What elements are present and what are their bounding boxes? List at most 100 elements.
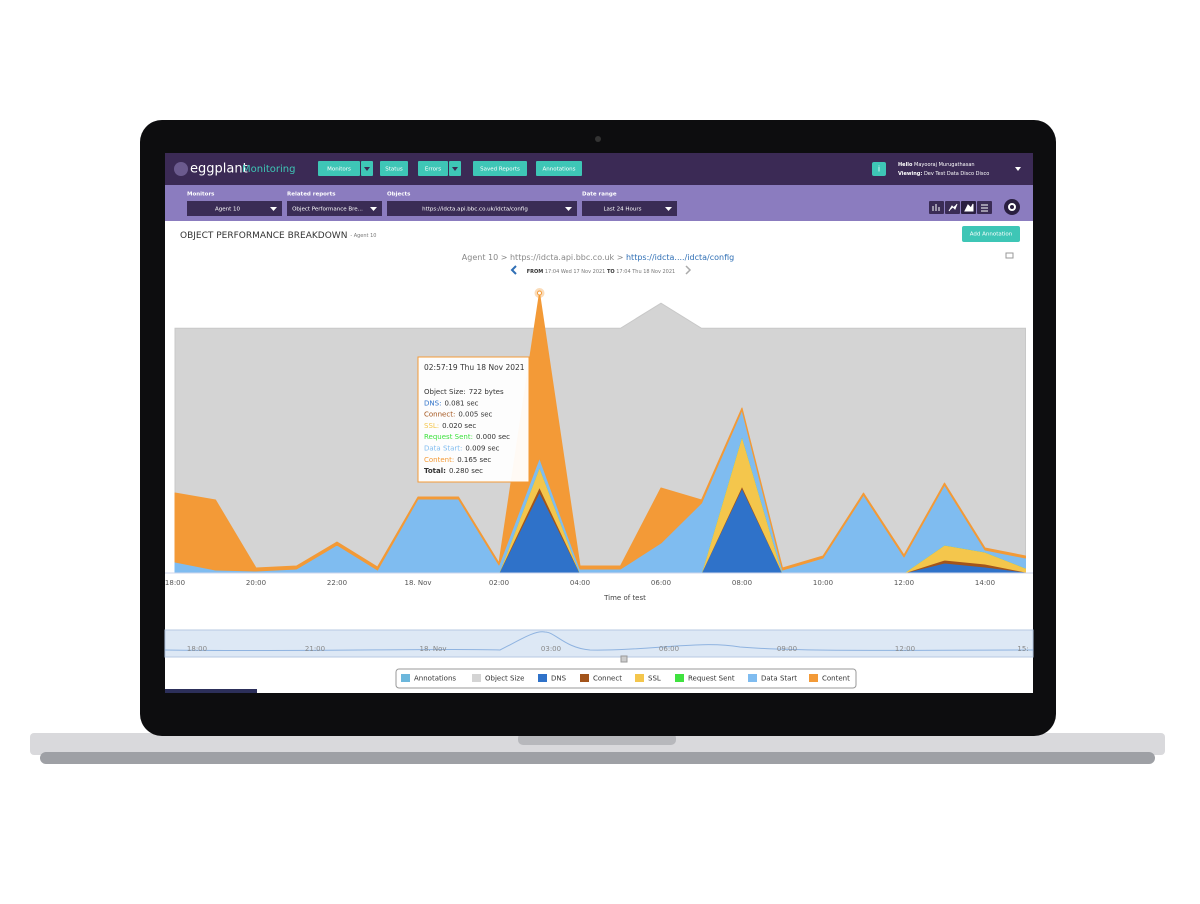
filter-dropdown[interactable] bbox=[187, 201, 282, 216]
tooltip-row: Data Start: 0.009 sec bbox=[424, 445, 500, 453]
nav-button-label: Errors bbox=[425, 167, 441, 173]
tooltip-row: DNS: 0.081 sec bbox=[424, 399, 479, 407]
add-annotation-button[interactable] bbox=[962, 226, 1020, 242]
next-range[interactable] bbox=[685, 265, 692, 275]
breadcrumb-link[interactable]: https://idcta..../idcta/config bbox=[626, 253, 734, 262]
navigator-label: 09:00 bbox=[777, 645, 797, 653]
nav-button[interactable] bbox=[380, 161, 408, 176]
tooltip-label: Total: bbox=[424, 467, 446, 475]
navigator[interactable] bbox=[164, 629, 1034, 658]
nav-bar bbox=[165, 153, 1033, 185]
legend-label[interactable]: Annotations bbox=[414, 675, 456, 683]
navigator-label: 18. Nov bbox=[419, 645, 446, 653]
prev-range[interactable] bbox=[510, 265, 517, 275]
navigator-label: 18:00 bbox=[187, 645, 207, 653]
tooltip-value: 0.165 sec bbox=[457, 456, 491, 464]
legend-swatch[interactable] bbox=[748, 674, 757, 682]
legend-label[interactable]: Connect bbox=[593, 675, 622, 683]
from-date: 17:04 Wed 17 Nov 2021 bbox=[545, 269, 606, 275]
legend bbox=[395, 668, 857, 689]
breadcrumb: Agent 10 > https://idcta.api.bbc.co.uk >… bbox=[462, 253, 734, 262]
tooltip-label: Connect: bbox=[424, 411, 455, 419]
filter-value: Last 24 Hours bbox=[603, 207, 641, 213]
nav-button[interactable] bbox=[473, 161, 527, 176]
tooltip-label: Request Sent: bbox=[424, 433, 473, 441]
navigator-outline bbox=[164, 631, 1034, 652]
tooltip-value: 0.009 sec bbox=[465, 445, 499, 453]
tooltip-value: 0.280 sec bbox=[449, 467, 483, 475]
x-tick-label: 18:00 bbox=[165, 579, 185, 587]
tooltip-value: 0.020 sec bbox=[442, 422, 476, 430]
viewing-label: Viewing: bbox=[898, 171, 922, 177]
legend-label[interactable]: Request Sent bbox=[688, 675, 735, 683]
legend-swatch[interactable] bbox=[580, 674, 589, 682]
x-tick-label: 12:00 bbox=[894, 579, 914, 587]
legend-swatch[interactable] bbox=[675, 674, 684, 682]
tooltip-row: Content: 0.165 sec bbox=[424, 456, 491, 464]
tooltip-label: Data Start: bbox=[424, 445, 462, 453]
filter-value: https://idcta.api.bbc.co.uk/idcta/config bbox=[422, 207, 528, 213]
panel-title: OBJECT PERFORMANCE BREAKDOWN - Agent 10 bbox=[180, 231, 376, 241]
nav-button-label: Status bbox=[385, 167, 403, 173]
legend-swatch[interactable] bbox=[809, 674, 818, 682]
filter-dropdown[interactable] bbox=[582, 201, 677, 216]
tooltip-row: Request Sent: 0.000 sec bbox=[424, 433, 510, 441]
filter-dropdown[interactable] bbox=[387, 201, 577, 216]
navigator-handle[interactable] bbox=[620, 655, 628, 663]
tooltip-value: 0.000 sec bbox=[476, 433, 510, 441]
greeting-label: Hello bbox=[898, 162, 913, 168]
info-button[interactable] bbox=[872, 162, 886, 176]
camera bbox=[595, 136, 601, 142]
tooltip-label: Content: bbox=[424, 456, 454, 464]
legend-label[interactable]: DNS bbox=[551, 675, 567, 683]
tooltip-value: 0.005 sec bbox=[458, 411, 492, 419]
nav-button[interactable] bbox=[318, 161, 360, 176]
filter-value: Object Performance Bre... bbox=[292, 207, 363, 213]
tooltip-row: Total: 0.280 sec bbox=[424, 467, 483, 475]
nav-button-label: Monitors bbox=[327, 167, 351, 173]
legend-label[interactable]: Data Start bbox=[761, 675, 797, 683]
x-tick-label: 20:00 bbox=[246, 579, 266, 587]
filter-label: Objects bbox=[387, 192, 411, 198]
user-menu-caret[interactable] bbox=[1015, 167, 1021, 171]
tooltip-title: 02:57:19 Thu 18 Nov 2021 bbox=[424, 363, 525, 372]
tooltip-value: 0.081 sec bbox=[444, 399, 478, 407]
x-tick-label: 14:00 bbox=[975, 579, 995, 587]
filter-caret bbox=[665, 207, 672, 211]
legend-swatch[interactable] bbox=[538, 674, 547, 682]
legend-label[interactable]: SSL bbox=[648, 675, 661, 683]
legend-swatch[interactable] bbox=[635, 674, 644, 682]
navigator-label: 06:00 bbox=[659, 645, 679, 653]
filter-label: Monitors bbox=[187, 192, 215, 198]
hover-point bbox=[537, 290, 542, 296]
legend-label[interactable]: Object Size bbox=[485, 675, 524, 683]
nav-button[interactable] bbox=[536, 161, 582, 176]
tooltip-row: Connect: 0.005 sec bbox=[424, 411, 493, 419]
legend-swatch[interactable] bbox=[472, 674, 481, 682]
filter-label: Related reports bbox=[287, 192, 336, 198]
x-tick-label: 08:00 bbox=[732, 579, 752, 587]
filter-dropdown[interactable] bbox=[287, 201, 382, 216]
user-name: Mayooraj Murugathasan bbox=[914, 162, 975, 168]
info-icon: i bbox=[878, 165, 880, 174]
tooltip-value: 722 bytes bbox=[469, 388, 504, 396]
export-icon[interactable] bbox=[1005, 252, 1014, 259]
panel-title-text: OBJECT PERFORMANCE BREAKDOWN bbox=[180, 231, 347, 241]
navigator-label: 21:00 bbox=[305, 645, 325, 653]
view-glyphs bbox=[932, 203, 988, 212]
tooltip bbox=[417, 356, 530, 483]
bottom-strip bbox=[165, 689, 257, 693]
nav-button[interactable] bbox=[418, 161, 448, 176]
x-tick-label: 18. Nov bbox=[404, 579, 431, 587]
legend-label[interactable]: Content bbox=[822, 675, 850, 683]
legend-swatch[interactable] bbox=[401, 674, 410, 682]
x-tick-label: 06:00 bbox=[651, 579, 671, 587]
date-range: FROM 17:04 Wed 17 Nov 2021 TO 17:04 Thu … bbox=[527, 269, 675, 275]
viewing-value: Dev Test Data Disco Disco bbox=[924, 171, 989, 177]
view-icons bbox=[929, 199, 1020, 215]
settings-button[interactable] bbox=[1004, 199, 1020, 215]
filter-value: Agent 10 bbox=[215, 207, 241, 213]
x-tick-label: 04:00 bbox=[570, 579, 590, 587]
nav-caret bbox=[364, 167, 370, 171]
